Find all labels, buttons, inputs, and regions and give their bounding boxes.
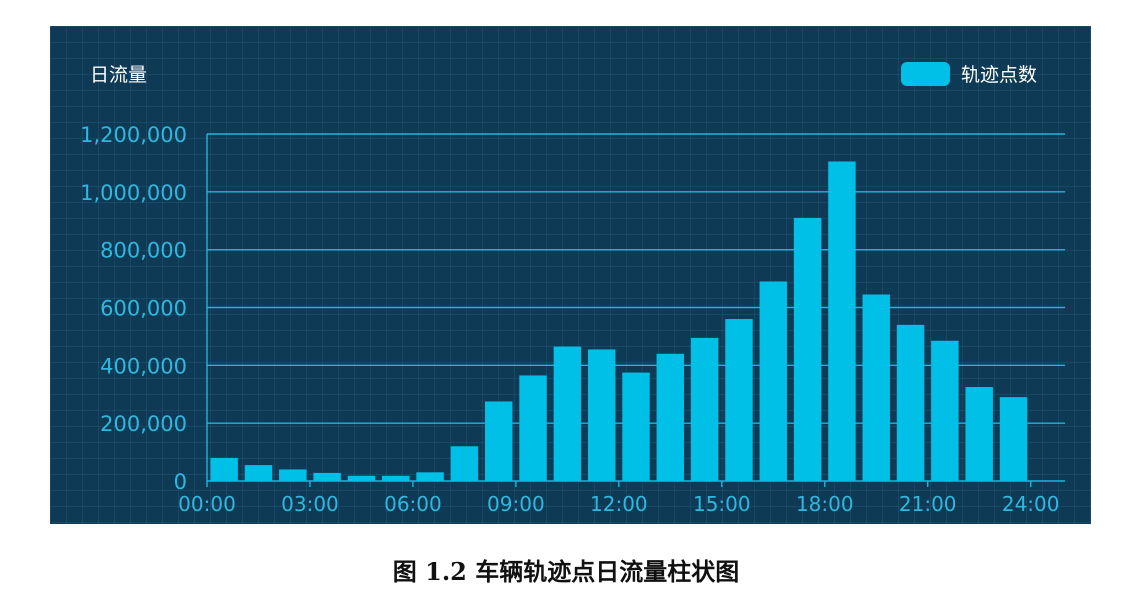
bar[interactable] (862, 294, 890, 481)
y-tick-label: 0 (174, 470, 187, 494)
bar[interactable] (382, 475, 410, 481)
x-tick-label: 09:00 (487, 492, 545, 516)
figure-caption: 图 1.2 车辆轨迹点日流量柱状图 (392, 557, 740, 586)
axes: 0 200,000 400,000 600,000 800,000 1,000,000 1,… (80, 123, 1059, 516)
bar[interactable] (416, 472, 444, 481)
x-tick-label: 15:00 (693, 492, 751, 516)
bar[interactable] (759, 281, 788, 481)
grid-lines (207, 133, 1065, 482)
bar[interactable] (725, 319, 753, 481)
x-tick-label: 18:00 (796, 492, 854, 516)
chart-title: 日流量 (90, 64, 147, 86)
bar[interactable] (347, 475, 376, 481)
x-tick-label: 24:00 (1002, 492, 1060, 516)
bar[interactable] (519, 375, 547, 481)
bar[interactable] (484, 401, 513, 481)
y-tick-label: 600,000 (100, 297, 187, 321)
bar[interactable] (656, 353, 685, 481)
y-tick-label: 400,000 (100, 354, 187, 378)
bar[interactable] (622, 372, 650, 481)
bar-chart: 日流量 轨迹点数 0 200,000 400,000 600,000 800,000 1,… (80, 62, 1065, 516)
x-tick-label: 21:00 (899, 492, 957, 516)
bar[interactable] (313, 472, 341, 481)
bars (210, 161, 1028, 482)
y-tick-label: 1,200,000 (80, 123, 187, 147)
bar[interactable] (279, 469, 307, 481)
bar[interactable] (553, 346, 582, 481)
bar[interactable] (999, 397, 1028, 481)
x-tick-label: 03:00 (281, 492, 339, 516)
x-tick-label: 00:00 (178, 492, 236, 516)
bar[interactable] (690, 337, 719, 481)
bar[interactable] (828, 161, 856, 482)
legend-label[interactable]: 轨迹点数 (961, 64, 1037, 86)
x-tick-label: 06:00 (384, 492, 442, 516)
bar[interactable] (896, 324, 925, 481)
bar[interactable] (587, 349, 616, 481)
y-tick-label: 200,000 (100, 412, 187, 436)
bar[interactable] (931, 340, 959, 481)
bar[interactable] (793, 217, 822, 481)
bar[interactable] (210, 457, 238, 481)
bar[interactable] (450, 446, 479, 481)
bar[interactable] (965, 387, 993, 481)
y-tick-label: 800,000 (100, 239, 187, 263)
legend-swatch[interactable] (901, 62, 950, 86)
chart-panel: 日流量 轨迹点数 0 200,000 400,000 600,000 800,000 1,… (50, 26, 1091, 524)
y-tick-label: 1,000,000 (80, 181, 187, 205)
x-tick-label: 12:00 (590, 492, 648, 516)
bar[interactable] (244, 465, 273, 481)
